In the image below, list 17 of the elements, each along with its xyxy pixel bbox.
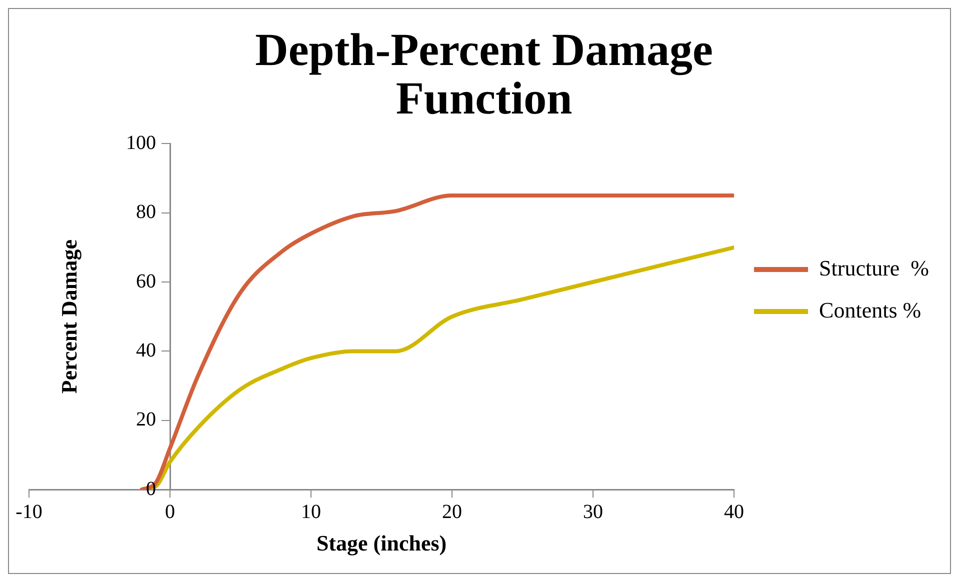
x-tick-label: 20 — [442, 500, 462, 523]
y-tick-label: 80 — [136, 201, 156, 224]
x-tick-label: 40 — [724, 500, 744, 523]
y-tick-label: 0 — [146, 478, 156, 500]
x-tick-label: -10 — [16, 500, 42, 523]
y-tick-label: 20 — [136, 408, 156, 431]
y-tick-label: 40 — [136, 339, 156, 362]
x-tick-label: 10 — [301, 500, 322, 523]
x-axis-title: Stage (inches) — [316, 530, 447, 556]
y-axis-title: Percent Damage — [56, 239, 82, 394]
x-tick-label: 30 — [583, 500, 604, 523]
legend-label: Contents % — [819, 297, 922, 322]
x-tick-label: 0 — [165, 500, 176, 523]
legend-label: Structure % — [819, 255, 929, 280]
chart-title: Depth-Percent Damage Function — [255, 24, 713, 124]
y-tick-label: 100 — [126, 132, 156, 154]
y-tick-label: 60 — [136, 270, 156, 292]
